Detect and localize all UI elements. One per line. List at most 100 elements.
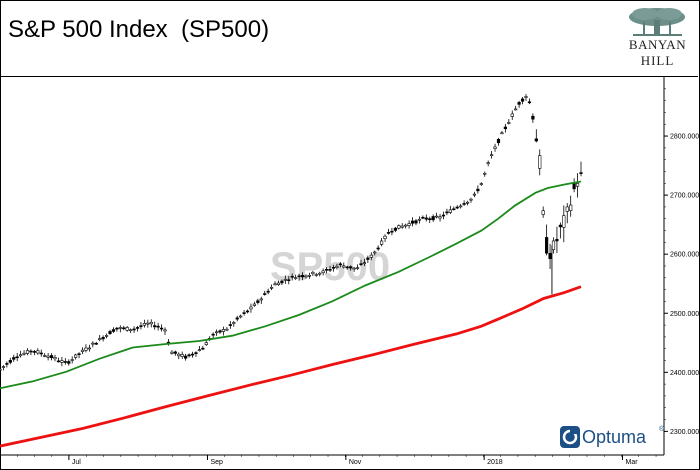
candle-body xyxy=(510,113,514,117)
candle-body xyxy=(273,283,277,286)
candle-body xyxy=(524,96,528,98)
optuma-logo-icon xyxy=(560,426,580,448)
candle-body xyxy=(407,223,411,226)
candle-body xyxy=(376,247,380,250)
candle-body xyxy=(53,357,57,360)
banyan-tree-icon xyxy=(629,8,685,36)
candle-body xyxy=(431,216,435,221)
y-tick-label: 2500.000 xyxy=(670,311,699,318)
candle-body xyxy=(256,300,260,303)
candle-body xyxy=(400,225,404,228)
candle-body xyxy=(67,361,71,364)
x-tick-label: Jul xyxy=(72,459,81,466)
candle-body xyxy=(393,227,397,231)
candle-body xyxy=(197,349,201,352)
chart-title: S&P 500 Index (SP500) xyxy=(8,16,270,43)
candle-body xyxy=(49,355,54,359)
candle-body xyxy=(459,205,463,208)
candle-body xyxy=(324,268,329,271)
y-tick-label: 2400.000 xyxy=(670,370,699,377)
candle-body xyxy=(479,183,483,185)
candle-body xyxy=(263,293,267,295)
candle-body xyxy=(194,352,198,354)
candle-body xyxy=(514,108,518,111)
candle-body xyxy=(531,115,535,120)
candle-body xyxy=(266,290,270,293)
candle-body xyxy=(235,317,239,320)
candle-body xyxy=(159,327,164,330)
candle-body xyxy=(218,330,222,333)
candle-body xyxy=(307,275,312,277)
y-tick-label: 2700.000 xyxy=(670,193,699,200)
candle-body xyxy=(397,225,401,229)
candle-body xyxy=(56,360,61,363)
candle-body xyxy=(149,321,153,325)
candle-body xyxy=(211,333,215,336)
candle-body xyxy=(125,327,129,331)
candle-body xyxy=(455,206,459,209)
candle-body xyxy=(190,353,195,356)
candle-body xyxy=(380,240,384,245)
candle-body xyxy=(153,325,157,328)
candle-body xyxy=(472,193,477,196)
candle-body xyxy=(517,102,521,105)
candle-body xyxy=(228,324,232,326)
candle-body xyxy=(5,363,9,365)
candle-body xyxy=(294,277,298,279)
candle-body xyxy=(177,353,181,357)
candle-body xyxy=(575,183,580,187)
candle-body xyxy=(562,215,566,228)
candle-body xyxy=(12,357,16,360)
candle-body xyxy=(129,329,133,332)
candle-body xyxy=(249,306,253,310)
candle-body xyxy=(142,323,146,326)
chart-header: S&P 500 Index (SP500) BANYAN HILL xyxy=(0,0,698,77)
candle-body xyxy=(280,280,284,284)
candle-body xyxy=(373,251,377,254)
candle-body xyxy=(245,310,250,313)
candle-body xyxy=(527,101,532,104)
candle-body xyxy=(321,270,325,273)
candle-body xyxy=(101,337,105,340)
candle-body xyxy=(328,269,332,271)
candle-body xyxy=(441,214,446,217)
y-axis: 2300.000 2400.000 2500.000 2600.000 2700.000… xyxy=(664,88,699,436)
x-tick-label: Mar xyxy=(626,459,639,466)
candle-body xyxy=(221,329,226,332)
candle-body xyxy=(269,286,274,289)
candle-body xyxy=(500,132,504,135)
candle-body xyxy=(545,237,549,254)
candle-body xyxy=(386,232,391,234)
candle-body xyxy=(1,366,6,368)
candle-body xyxy=(338,263,342,266)
candle-body xyxy=(276,282,281,286)
candle-body xyxy=(283,279,287,281)
candle-body xyxy=(349,266,353,269)
candles-group xyxy=(0,94,583,372)
candle-body xyxy=(180,354,184,357)
candle-body xyxy=(483,172,487,175)
candle-body xyxy=(239,315,243,318)
candle-body xyxy=(304,275,308,278)
candle-body xyxy=(225,328,229,331)
candle-body xyxy=(74,354,78,358)
candle-body xyxy=(15,356,19,359)
candle-body xyxy=(438,216,442,219)
candle-body xyxy=(558,224,562,228)
candle-body xyxy=(214,331,219,334)
y-tick-label: 2800.000 xyxy=(670,134,699,141)
candle-body xyxy=(201,347,205,350)
candle-body xyxy=(417,218,422,221)
candle-body xyxy=(29,350,33,353)
candle-body xyxy=(39,352,43,355)
candle-body xyxy=(314,274,318,276)
candle-body xyxy=(331,267,336,269)
candle-body xyxy=(383,235,387,239)
candle-body xyxy=(80,349,85,352)
candle-body xyxy=(156,325,160,328)
candle-body xyxy=(70,359,74,361)
y-tick-label: 2600.000 xyxy=(670,252,699,259)
candle-body xyxy=(36,350,40,354)
candle-body xyxy=(184,355,188,359)
